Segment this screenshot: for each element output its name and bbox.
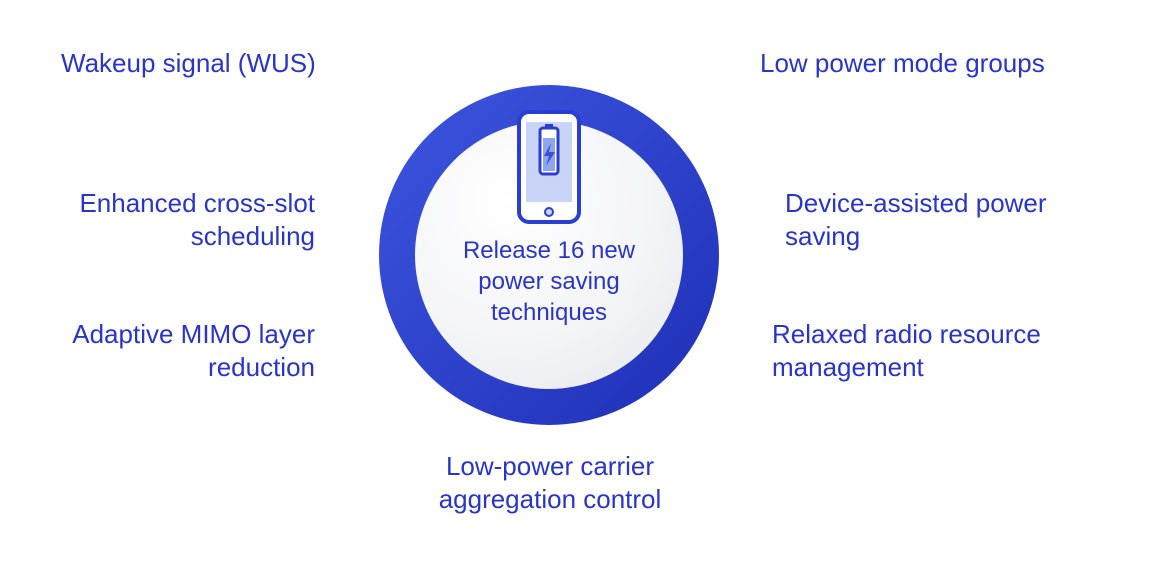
label-adaptive-mimo: Adaptive MIMO layer reduction xyxy=(45,318,315,383)
label-wakeup-signal: Wakeup signal (WUS) xyxy=(61,47,381,80)
label-low-power-mode-groups: Low power mode groups xyxy=(760,47,1100,80)
label-device-assisted: Device-assisted power saving xyxy=(785,187,1085,252)
center-caption: Release 16 new power saving techniques xyxy=(449,235,649,329)
phone-battery-icon xyxy=(515,108,583,226)
label-low-power-ca: Low-power carrier aggregation control xyxy=(410,450,690,515)
label-enhanced-cross-slot: Enhanced cross-slot scheduling xyxy=(55,187,315,252)
label-relaxed-rrm: Relaxed radio resource management xyxy=(772,318,1092,383)
